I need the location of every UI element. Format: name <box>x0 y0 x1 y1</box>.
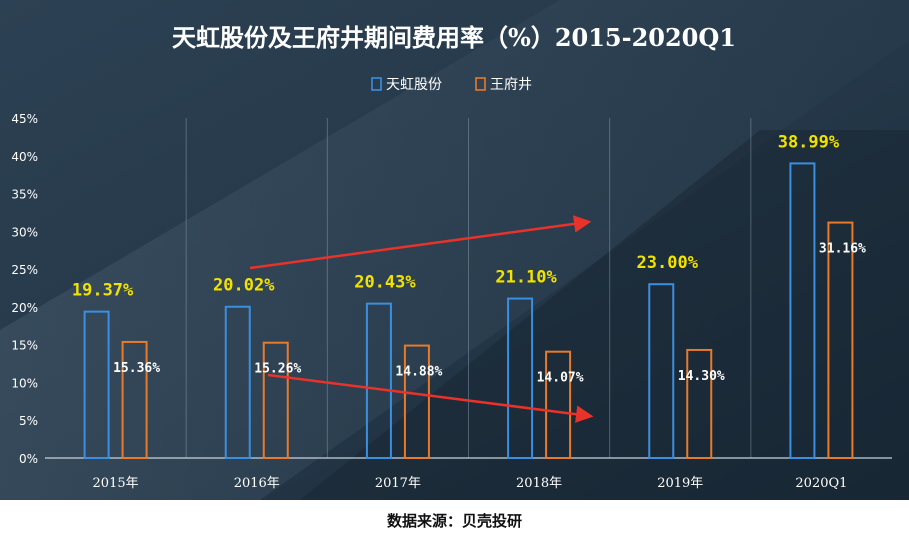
y-tick-label: 35% <box>11 188 38 202</box>
data-label: 14.07% <box>537 371 584 386</box>
background-diagonal-shadow <box>300 130 909 500</box>
y-tick-label: 40% <box>11 150 38 164</box>
data-label: 14.88% <box>395 365 442 380</box>
annotations <box>249 215 594 423</box>
legend-label: 天虹股份 <box>386 77 442 93</box>
bar-wangfujing <box>262 341 289 459</box>
y-tick-label: 0% <box>19 452 38 466</box>
bar-wangfujing <box>121 340 148 459</box>
y-tick-label: 10% <box>11 376 38 390</box>
legend-swatch <box>475 77 486 91</box>
x-tick-label: 2016年 <box>234 476 280 491</box>
bar-tianhong <box>789 162 816 460</box>
y-axis: 0% 5% 10% 15% 20% 25% 30% 35% 40% 45% <box>11 112 38 466</box>
y-tick-label: 5% <box>19 414 38 428</box>
x-axis: 2015年 2016年 2017年 2018年 2019年 2020Q1 <box>45 457 892 491</box>
x-tick-label: 2015年 <box>93 476 139 491</box>
data-labels: 19.37% 15.36% 20.02% 15.26% 20.43% 14.88% 21.1… <box>72 132 866 385</box>
bar-tianhong <box>507 297 534 460</box>
legend: 天虹股份 王府井 <box>371 77 532 93</box>
bar-wangfujing <box>545 350 572 459</box>
bar-chart: 天虹股份及王府井期间费用率（%）2015-2020Q1 天虹股份 王府井 0% 5%… <box>0 0 909 500</box>
data-label: 19.37% <box>72 281 134 301</box>
data-label: 15.36% <box>113 361 160 376</box>
bar-tianhong <box>365 302 392 460</box>
bar-tianhong <box>224 305 251 459</box>
y-tick-label: 30% <box>11 225 38 239</box>
bars <box>83 162 854 460</box>
legend-item-1: 天虹股份 <box>371 77 442 93</box>
x-tick-label: 2019年 <box>657 476 703 491</box>
bar-tianhong <box>648 283 675 459</box>
data-label: 23.00% <box>637 253 699 273</box>
y-tick-label: 20% <box>11 301 38 315</box>
data-label: 14.30% <box>678 369 725 384</box>
data-label: 15.26% <box>254 362 301 377</box>
chart-title: 天虹股份及王府井期间费用率（%）2015-2020Q1 <box>172 23 736 52</box>
bar-wangfujing <box>403 344 430 459</box>
source-note: 数据来源：贝壳投研 <box>386 512 522 530</box>
x-tick-label: 2017年 <box>375 476 421 491</box>
y-tick-label: 45% <box>11 112 38 126</box>
legend-label: 王府井 <box>490 77 532 93</box>
y-tick-label: 25% <box>11 263 38 277</box>
trend-arrow-down <box>267 373 594 423</box>
bar-wangfujing <box>686 348 713 460</box>
x-tick-label: 2020Q1 <box>795 476 847 491</box>
grid <box>185 118 752 458</box>
chart-container: 天虹股份及王府井期间费用率（%）2015-2020Q1 天虹股份 王府井 0% 5%… <box>0 0 909 500</box>
data-label: 20.02% <box>213 276 275 296</box>
legend-item-2: 王府井 <box>475 77 532 93</box>
background-diagonal-band <box>0 0 909 500</box>
y-tick-label: 15% <box>11 339 38 353</box>
data-label: 38.99% <box>778 132 840 152</box>
data-label: 20.43% <box>354 273 416 293</box>
bar-tianhong <box>83 310 110 459</box>
x-tick-label: 2018年 <box>516 476 562 491</box>
bar-wangfujing <box>827 221 854 459</box>
data-label: 21.10% <box>495 268 557 288</box>
legend-swatch <box>371 77 382 91</box>
trend-arrow-up <box>249 215 592 270</box>
data-label: 31.16% <box>819 242 866 257</box>
